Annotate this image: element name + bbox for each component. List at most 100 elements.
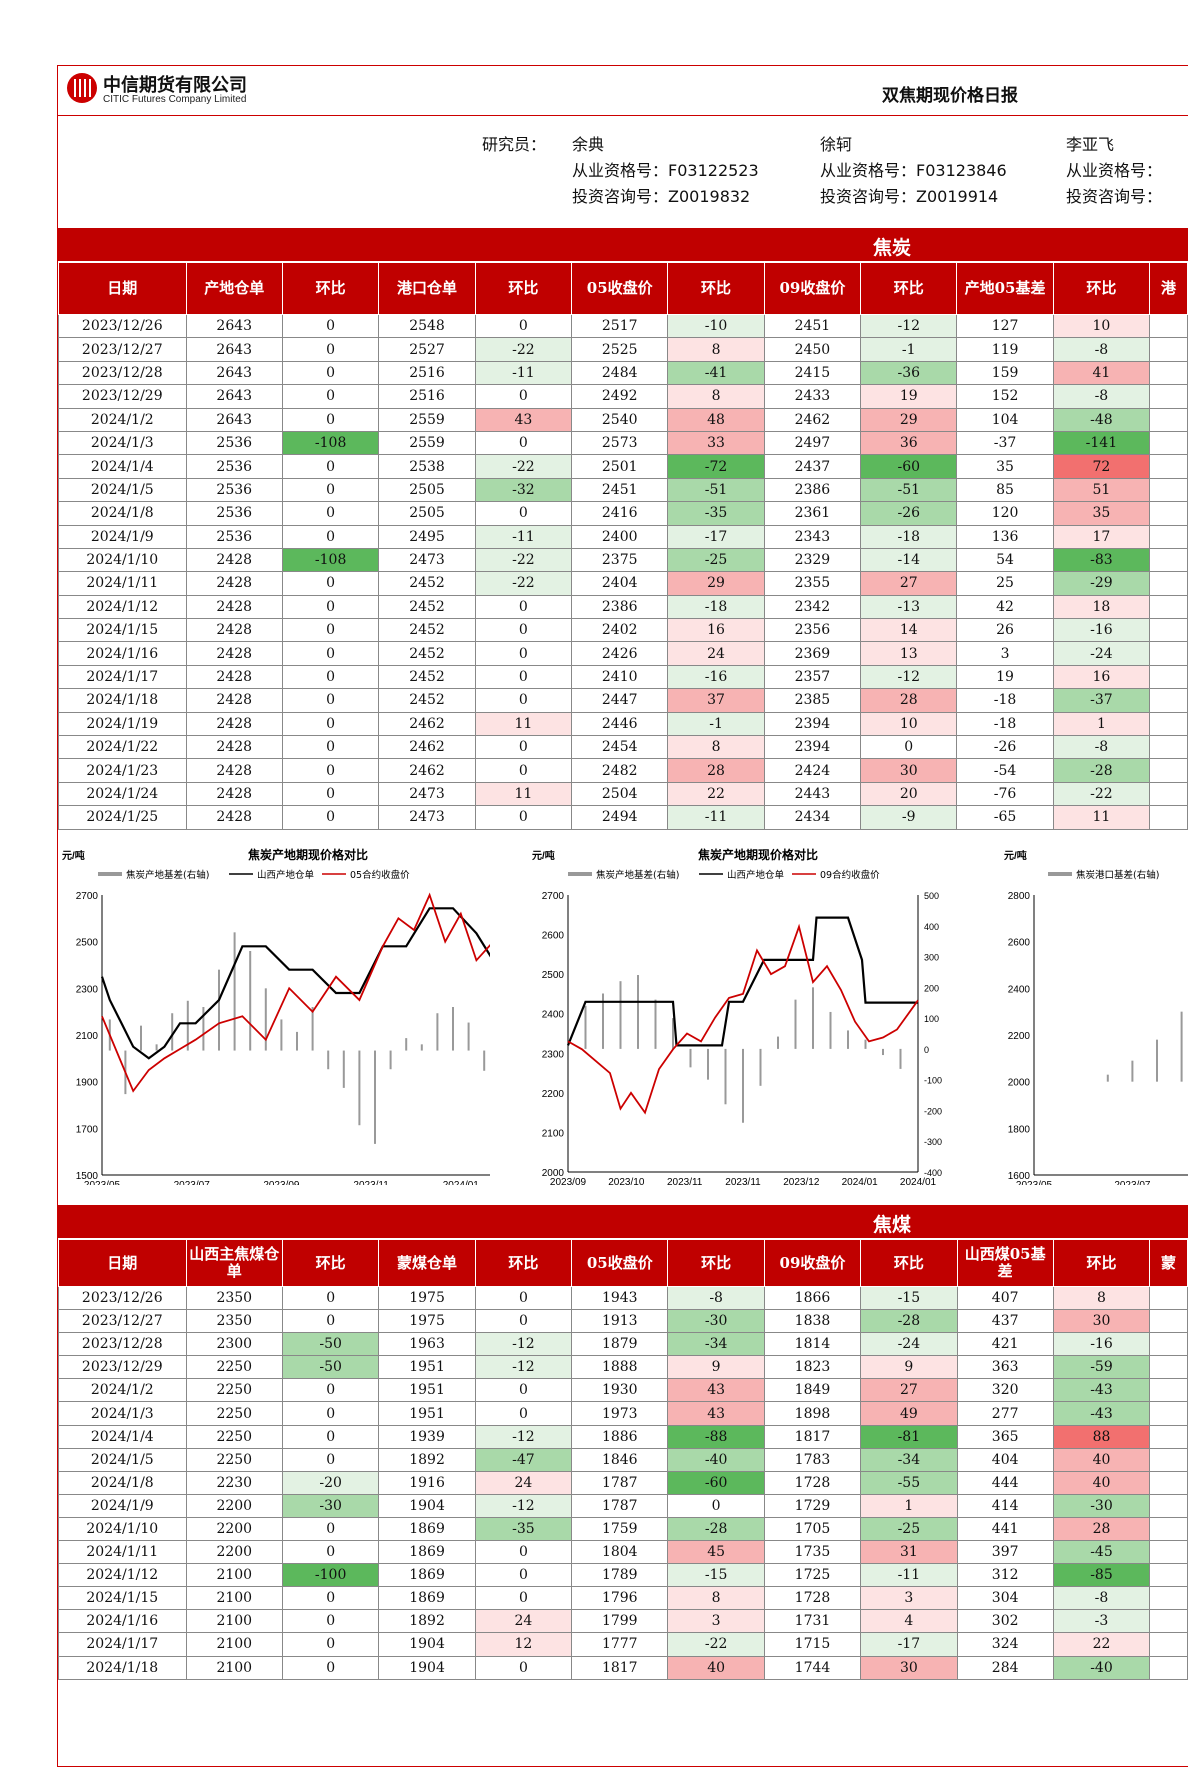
value-cell: -1	[667, 711, 765, 737]
coke-chart-3: 元/吨焦炭焦炭港口基差(右轴)1600180020002200240026002…	[1000, 845, 1188, 1185]
value-cell: -40	[667, 1447, 765, 1472]
value-cell: 284	[956, 1655, 1054, 1680]
basis-bar	[452, 1007, 454, 1051]
table-row: 2023/12/26 2643 0 2548 0 2517 -10 2451 -12 127 10	[58, 313, 1188, 339]
value-cell: -22	[474, 571, 573, 596]
y-tick-label: 2000	[542, 1168, 565, 1179]
value-cell: 54	[956, 547, 1054, 573]
coal-table: 日期 山西主焦煤仓单 环比 蒙煤仓单 环比 05收盘价 环比 09收盘价 环比 山西煤05基差 环比…	[58, 1239, 1188, 1680]
value-cell: 49	[860, 1401, 958, 1426]
value-cell: 2452	[378, 594, 476, 620]
value-cell: 41	[1052, 360, 1151, 386]
value-cell: 13	[860, 641, 958, 666]
value-cell: 2394	[763, 735, 862, 760]
value-cell: 2492	[571, 384, 669, 409]
table-row: 2024/1/12 2428 0 2452 0 2386 -18 2342 -13 42 18	[58, 594, 1188, 620]
column-header: 日期	[58, 262, 187, 315]
value-cell: 0	[474, 501, 573, 526]
value-cell: 1759	[571, 1516, 669, 1542]
table-row: 2024/1/22 2428 0 2462 0 2454 8 2394 0 -26 -8	[58, 735, 1188, 760]
value-cell: -30	[667, 1309, 765, 1334]
value-cell: 2428	[185, 594, 283, 620]
value-cell: 2437	[763, 454, 862, 479]
date-cell: 2023/12/29	[58, 384, 187, 409]
value-cell: -59	[1052, 1355, 1151, 1380]
value-cell: 2516	[378, 384, 476, 409]
table-row: 2024/1/9 2200 -30 1904 -12 1787 0 1729 1 414 -30	[58, 1493, 1188, 1518]
value-cell: -34	[860, 1447, 958, 1472]
basis-bar	[794, 999, 797, 1049]
value-cell: 0	[474, 1401, 573, 1426]
coke-section-band: 焦炭	[58, 228, 1188, 261]
value-cell: 2404	[571, 571, 669, 596]
date-cell: 2024/1/22	[58, 735, 187, 760]
value-cell: 10	[1052, 313, 1151, 339]
value-cell: -40	[1052, 1655, 1151, 1680]
value-cell: 2394	[763, 711, 862, 737]
basis-bar	[829, 1011, 832, 1049]
value-cell: -51	[667, 477, 765, 503]
value-cell: 0	[474, 664, 573, 690]
empty-cell	[1149, 1378, 1188, 1403]
y-tick-label: 2200	[542, 1089, 565, 1100]
value-cell: 28	[667, 758, 765, 783]
value-cell: 1849	[763, 1378, 862, 1403]
value-cell: 2402	[571, 618, 669, 643]
legend-label: 山西产地仓单	[257, 869, 315, 881]
citic-logo-icon	[67, 73, 97, 103]
value-cell: 2350	[185, 1309, 283, 1334]
value-cell: 1783	[763, 1447, 862, 1472]
value-cell: 2473	[378, 805, 476, 830]
value-cell: -9	[860, 805, 958, 830]
basis-bar	[1180, 1011, 1183, 1082]
value-cell: 1904	[378, 1493, 476, 1518]
value-cell: 2361	[763, 501, 862, 526]
value-cell: 0	[281, 805, 380, 830]
date-cell: 2024/1/4	[58, 454, 187, 479]
value-cell: 1904	[378, 1632, 476, 1657]
value-cell: 2415	[763, 360, 862, 386]
empty-cell	[1149, 1309, 1188, 1334]
empty-cell	[1149, 384, 1188, 409]
value-cell: 11	[474, 781, 573, 807]
value-cell: -11	[667, 805, 765, 830]
table-row: 2023/12/27 2643 0 2527 -22 2525 8 2450 -1 119 -8	[58, 337, 1188, 362]
value-cell: -22	[474, 454, 573, 479]
analyst-name: 李亚飞	[1066, 135, 1115, 154]
y2-tick-label: 100	[924, 1014, 939, 1024]
x-tick-label: 2023/05	[84, 1180, 121, 1185]
empty-cell	[1149, 1540, 1188, 1565]
empty-cell	[1149, 641, 1188, 666]
x-tick-label: 2023/10	[608, 1177, 645, 1185]
value-cell: 43	[667, 1378, 765, 1403]
y2-tick-label: 300	[924, 953, 939, 963]
value-cell: 36	[860, 430, 958, 456]
value-cell: 2343	[763, 524, 862, 549]
value-cell: -22	[1052, 781, 1151, 807]
basis-bar	[280, 1019, 283, 1051]
value-cell: 2100	[185, 1655, 283, 1680]
date-cell: 2024/1/15	[58, 1586, 187, 1611]
empty-cell	[1149, 1470, 1188, 1495]
value-cell: 1879	[571, 1332, 669, 1357]
coal-section-title: 焦煤	[873, 1214, 912, 1236]
value-cell: 2462	[378, 711, 476, 737]
value-cell: 324	[956, 1632, 1054, 1657]
value-cell: 1869	[378, 1563, 476, 1588]
value-cell: 3	[956, 641, 1054, 666]
value-cell: -20	[281, 1470, 380, 1495]
value-cell: 24	[667, 641, 765, 666]
value-cell: 10	[860, 711, 958, 737]
value-cell: -45	[1052, 1540, 1151, 1565]
value-cell: -32	[474, 477, 573, 503]
value-cell: -13	[860, 594, 958, 620]
value-cell: -54	[956, 758, 1054, 783]
date-cell: 2024/1/23	[58, 758, 187, 783]
analyst-consult: 投资咨询号：Z0019914	[820, 187, 999, 206]
empty-cell	[1149, 1493, 1188, 1518]
value-cell: 320	[956, 1378, 1054, 1403]
legend-label: 05合约收盘价	[350, 869, 410, 881]
column-header: 环比	[667, 1239, 765, 1287]
value-cell: 12	[474, 1632, 573, 1657]
value-cell: 414	[956, 1493, 1054, 1518]
